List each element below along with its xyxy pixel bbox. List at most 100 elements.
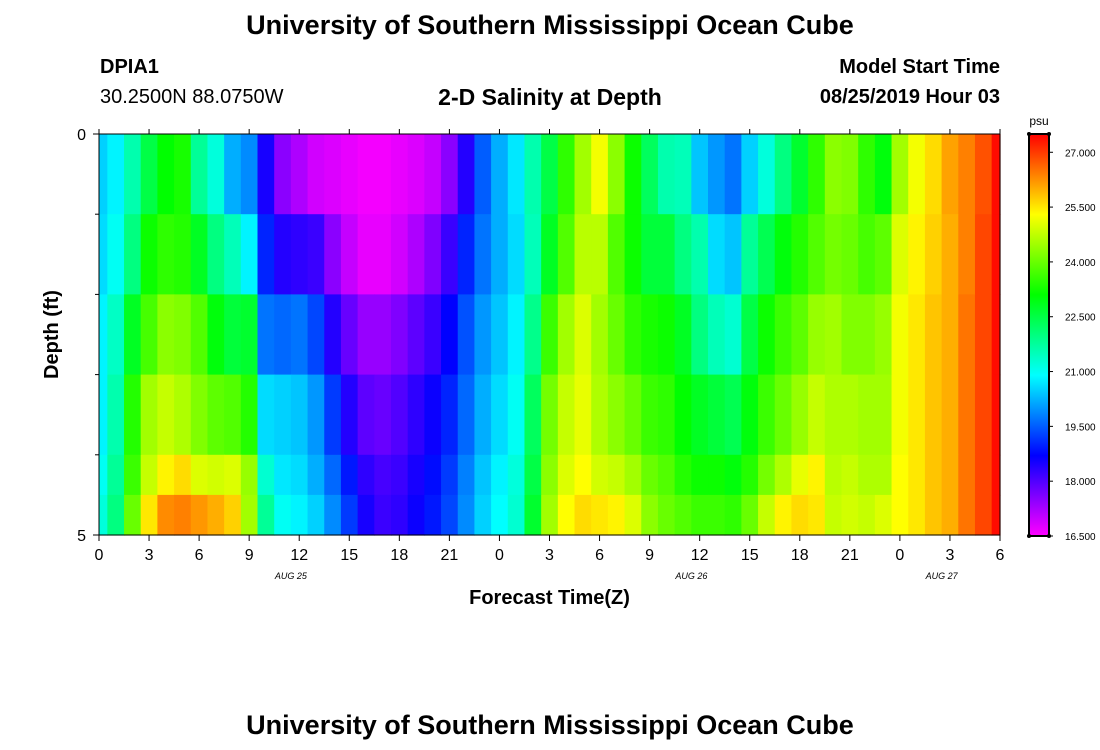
heatmap-cell [357, 294, 375, 376]
colorbar-corner-dot [1047, 132, 1051, 136]
heatmap-cell [190, 454, 209, 496]
heatmap-cell [257, 294, 275, 376]
heatmap-cell [307, 134, 325, 215]
heatmap-cell [157, 374, 175, 456]
heatmap-cell [758, 374, 776, 456]
heatmap-cell [858, 454, 876, 496]
heatmap-cell [774, 214, 793, 295]
heatmap-cell [891, 494, 909, 536]
heatmap-cell [174, 294, 192, 376]
x-tick-label: 15 [741, 547, 759, 564]
heatmap-cell [424, 214, 442, 295]
heatmap-cell [290, 214, 309, 295]
x-tick-label: 9 [645, 547, 654, 564]
heatmap-cell [257, 494, 275, 536]
colorbar-corner-dot [1027, 534, 1031, 538]
heatmap-cell [224, 454, 242, 496]
heatmap-cell [207, 374, 225, 456]
heatmap-cell [390, 134, 409, 215]
colorbar-tick-label: 27.000 [1065, 148, 1096, 159]
heatmap-cell [908, 134, 926, 215]
heatmap-cell [124, 454, 142, 496]
heatmap-cell [190, 374, 209, 456]
heatmap-cell [958, 494, 976, 536]
heatmap-cell [324, 214, 342, 295]
x-tick-label: 0 [895, 547, 904, 564]
heatmap-cell [207, 494, 225, 536]
heatmap-cell [190, 494, 209, 536]
heatmap-cell [724, 454, 742, 496]
heatmap-cell [941, 454, 959, 496]
heatmap-cell [958, 294, 976, 376]
heatmap-cell [841, 214, 859, 295]
heatmap-cell [624, 214, 642, 295]
heatmap-cell [99, 214, 108, 295]
heatmap-cell [791, 494, 809, 536]
heatmap-cell [574, 454, 592, 496]
heatmap-cell [691, 374, 709, 456]
x-tick-label: 18 [791, 547, 809, 564]
heatmap-cell [574, 214, 592, 295]
heatmap-cell [891, 134, 909, 215]
heatmap-cell [390, 294, 409, 376]
heatmap-cell [991, 374, 1001, 456]
heatmap-cell [724, 374, 742, 456]
heatmap-cell [324, 294, 342, 376]
heatmap-cell [457, 494, 476, 536]
heatmap-cell [691, 294, 709, 376]
heatmap-cell [958, 374, 976, 456]
heatmap-cell [324, 494, 342, 536]
colorbar-tick-label: 21.000 [1065, 368, 1096, 379]
heatmap-cell [140, 374, 158, 456]
x-tick-label: 6 [595, 547, 604, 564]
heatmap-cell [774, 294, 793, 376]
heatmap-cell [874, 374, 893, 456]
heatmap-cell [708, 494, 726, 536]
heatmap-cell [407, 294, 425, 376]
heatmap-cell [607, 454, 626, 496]
heatmap-cell [424, 374, 442, 456]
heatmap-cell [874, 214, 893, 295]
heatmap-cell [724, 214, 742, 295]
heatmap-cell [340, 454, 359, 496]
heatmap-cell [758, 134, 776, 215]
heatmap-cell [324, 134, 342, 215]
heatmap-cell [491, 454, 509, 496]
heatmap-cell [390, 214, 409, 295]
heatmap-cell [290, 134, 309, 215]
heatmap-cell [107, 494, 125, 536]
heatmap-cell [941, 294, 959, 376]
heatmap-cell [457, 454, 476, 496]
heatmap-cell [974, 214, 993, 295]
heatmap-cell [157, 214, 175, 295]
heatmap-cell [491, 494, 509, 536]
heatmap-cell [724, 134, 742, 215]
y-tick-label: 0 [77, 127, 86, 144]
heatmap-cell [140, 214, 158, 295]
heatmap-cell [741, 294, 759, 376]
heatmap-cell [190, 294, 209, 376]
heatmap-cell [891, 374, 909, 456]
colorbar-tick-label: 18.000 [1065, 477, 1096, 488]
colorbar-tick-label: 24.000 [1065, 258, 1096, 269]
x-tick-label: 18 [390, 547, 408, 564]
heatmap-cell [441, 494, 459, 536]
heatmap-cell [240, 294, 259, 376]
heatmap-cell [891, 454, 909, 496]
model-start-label: Model Start Time [839, 56, 1000, 78]
colorbar-tick-label: 25.500 [1065, 203, 1096, 214]
heatmap-cell [240, 374, 259, 456]
x-tick-label: 21 [841, 547, 859, 564]
heatmap-cell [140, 294, 158, 376]
heatmap-cell [858, 214, 876, 295]
x-tick-label: 6 [195, 547, 204, 564]
heatmap-cell [824, 134, 843, 215]
heatmap-cell [240, 134, 259, 215]
heatmap-cell [557, 134, 576, 215]
page-title: University of Southern Mississippi Ocean… [246, 10, 854, 40]
heatmap-cell [374, 294, 392, 376]
heatmap-cell [124, 294, 142, 376]
heatmap-cell [941, 494, 959, 536]
heatmap-cell [99, 294, 108, 376]
heatmap-cell [374, 374, 392, 456]
